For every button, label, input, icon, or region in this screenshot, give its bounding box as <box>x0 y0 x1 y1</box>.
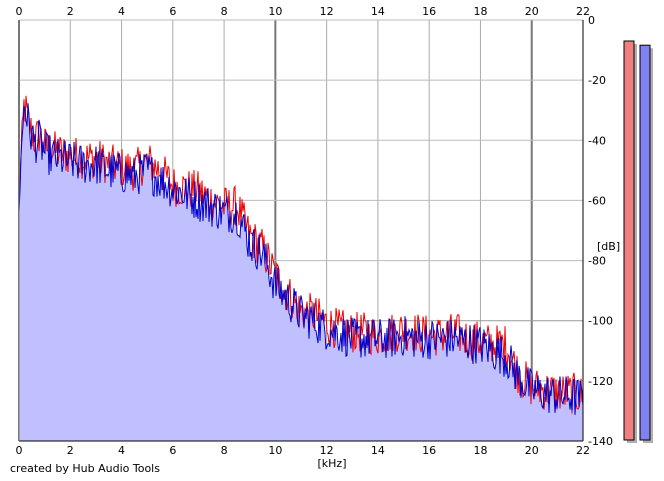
x-tick-label: 12 <box>320 444 334 457</box>
x-tick-label: 22 <box>576 444 590 457</box>
x-tick-label: 14 <box>371 5 385 18</box>
x-tick-label: 10 <box>268 5 282 18</box>
x-tick-label: 4 <box>118 5 125 18</box>
y-tick-label: 0 <box>588 14 595 27</box>
x-tick-label: 0 <box>16 5 23 18</box>
plot-border <box>18 20 584 442</box>
spectrum-series <box>18 95 584 415</box>
x-axis-label: [kHz] <box>318 457 347 470</box>
y-tick-label: -120 <box>588 375 613 388</box>
x-tick-label: 10 <box>268 444 282 457</box>
x-tick-label: 22 <box>576 5 590 18</box>
x-tick-label: 20 <box>525 444 539 457</box>
level-meters <box>623 40 653 443</box>
x-tick-label: 12 <box>320 5 334 18</box>
series-line <box>18 95 584 414</box>
x-tick-label: 0 <box>16 444 23 457</box>
x-tick-label: 18 <box>473 5 487 18</box>
y-tick-label: -100 <box>588 315 613 328</box>
level-meter-bar <box>623 40 635 441</box>
y-axis-ticks: 0 -20 -40 -60 -80 -100 -120 -140 <box>588 14 613 448</box>
x-tick-label: 20 <box>525 5 539 18</box>
x-tick-label: 4 <box>118 444 125 457</box>
y-tick-label: -140 <box>588 435 613 448</box>
series-line <box>18 103 584 415</box>
y-tick-label: -80 <box>588 255 606 268</box>
x-tick-label: 8 <box>221 5 228 18</box>
spectrum-fill-area <box>19 103 583 442</box>
y-tick-label: -40 <box>588 134 606 147</box>
x-tick-label: 18 <box>473 444 487 457</box>
x-tick-label: 6 <box>169 5 176 18</box>
y-tick-label: -20 <box>588 74 606 87</box>
x-tick-label: 16 <box>422 444 436 457</box>
x-tick-label: 6 <box>169 444 176 457</box>
y-tick-label: -60 <box>588 194 606 207</box>
y-axis-label: [dB] <box>597 240 620 253</box>
level-meter-bar <box>639 44 651 441</box>
x-tick-label: 2 <box>67 444 74 457</box>
x-tick-label: 16 <box>422 5 436 18</box>
credit-caption: created by Hub Audio Tools <box>10 462 160 475</box>
x-tick-label: 14 <box>371 444 385 457</box>
x-tick-label: 8 <box>221 444 228 457</box>
x-tick-label: 2 <box>67 5 74 18</box>
